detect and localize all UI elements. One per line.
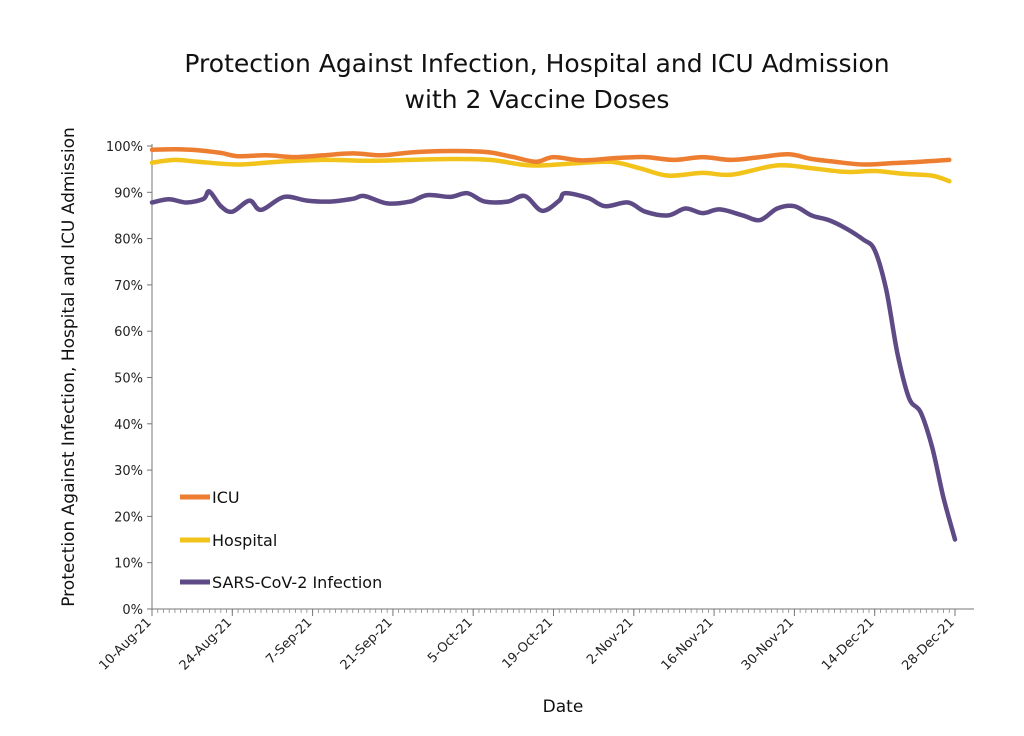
x-tick-label: 2-Nov-21 bbox=[584, 615, 636, 667]
y-tick-label: 40% bbox=[114, 418, 143, 433]
series-line-icu bbox=[149, 146, 952, 167]
x-tick-label: 30-Nov-21 bbox=[739, 615, 797, 673]
y-tick-label: 70% bbox=[114, 279, 143, 294]
y-tick-label: 60% bbox=[114, 325, 143, 340]
legend-label-icu: ICU bbox=[212, 488, 240, 507]
y-tick-label: 100% bbox=[106, 140, 143, 155]
series-lines bbox=[149, 146, 958, 542]
legend-label-sars-cov-2-infection: SARS-CoV-2 Infection bbox=[212, 573, 382, 592]
x-tick-label: 5-Oct-21 bbox=[425, 615, 476, 666]
x-tick-label: 24-Aug-21 bbox=[177, 615, 235, 673]
y-axis-label: Protection Against Infection, Hospital a… bbox=[59, 127, 79, 607]
chart-title-line1: Protection Against Infection, Hospital a… bbox=[184, 49, 889, 78]
y-tick-label: 80% bbox=[114, 233, 143, 248]
x-tick-label: 10-Aug-21 bbox=[96, 615, 154, 673]
x-tick-label: 28-Dec-21 bbox=[899, 615, 957, 673]
y-tick-label: 0% bbox=[122, 603, 143, 618]
y-tick-label: 10% bbox=[114, 557, 143, 572]
x-axis-label: Date bbox=[543, 697, 584, 717]
x-tick-label: 14-Dec-21 bbox=[819, 615, 877, 673]
legend: ICU Hospital SARS-CoV-2 Infection bbox=[180, 488, 382, 592]
x-tick-label: 7-Sep-21 bbox=[263, 615, 315, 667]
axes: 0% 10% 20% 30% 40% 50% 60% 70% 80% 90% 100% 10-Aug-… bbox=[96, 140, 974, 674]
x-tick-label: 19-Oct-21 bbox=[500, 615, 557, 672]
y-tick-label: 50% bbox=[114, 372, 143, 387]
y-tick-label: 30% bbox=[114, 464, 143, 479]
y-tick-label: 20% bbox=[114, 510, 143, 525]
legend-label-hospital: Hospital bbox=[212, 531, 277, 550]
series-line-sars-cov-2-infection bbox=[149, 189, 958, 542]
x-tick-label: 16-Nov-21 bbox=[659, 615, 717, 673]
x-tick-label: 21-Sep-21 bbox=[338, 615, 396, 673]
chart-title-line2: with 2 Vaccine Doses bbox=[405, 85, 670, 114]
y-tick-label: 90% bbox=[114, 186, 143, 201]
